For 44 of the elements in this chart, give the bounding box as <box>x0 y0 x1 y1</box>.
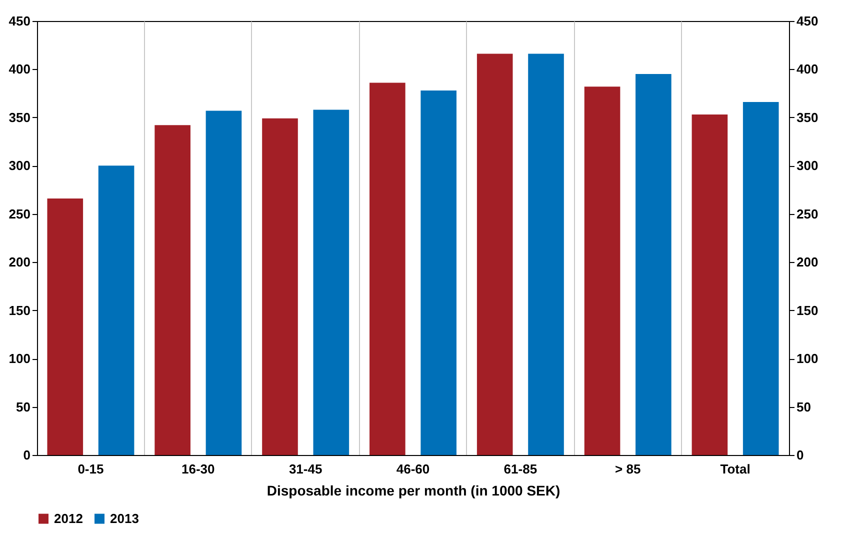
bar <box>47 198 84 455</box>
x-tick-label: 46-60 <box>396 462 430 476</box>
y2-tick-label: 50 <box>796 399 811 414</box>
bar <box>584 86 620 455</box>
bar <box>742 102 779 455</box>
y-tick-label: 300 <box>8 158 30 174</box>
x-tick-label: 61-85 <box>504 462 538 476</box>
y-tick-label: 400 <box>8 62 30 77</box>
bar <box>370 82 406 455</box>
legend-label: 2013 <box>110 510 139 526</box>
y2-tick-label: 350 <box>796 110 818 125</box>
x-axis-title: Disposable income per month (in 1000 SEK) <box>266 482 560 498</box>
y2-tick-label: 200 <box>796 254 818 270</box>
y-tick-label: 150 <box>8 302 30 318</box>
y-tick-label: 350 <box>8 110 30 125</box>
y2-tick-label: 300 <box>796 158 818 174</box>
y2-tick-label: 100 <box>796 351 818 366</box>
bar <box>206 110 242 455</box>
bar <box>313 110 350 455</box>
y-tick-label: 250 <box>8 206 30 222</box>
bar <box>528 54 564 455</box>
bar <box>154 125 190 455</box>
x-tick-label: 0-15 <box>78 462 104 476</box>
legend-label: 2012 <box>54 510 83 526</box>
y-tick-label: 50 <box>16 399 30 414</box>
y2-tick-label: 150 <box>796 302 818 318</box>
bar <box>420 90 456 455</box>
y2-tick-label: 400 <box>796 62 818 77</box>
bar <box>262 118 298 455</box>
bar <box>636 74 672 455</box>
y-tick-label: 0 <box>23 448 30 462</box>
x-tick-label: 16-30 <box>182 462 215 476</box>
y2-tick-label: 450 <box>796 14 818 28</box>
bar <box>98 166 134 455</box>
y-tick-label: 100 <box>8 351 30 366</box>
x-tick-label: Total <box>720 462 750 476</box>
y2-tick-label: 250 <box>796 206 818 222</box>
bar <box>692 114 728 455</box>
bar <box>476 54 513 455</box>
y-tick-label: 450 <box>8 14 30 28</box>
x-tick-label: 31-45 <box>288 462 322 476</box>
y-tick-label: 200 <box>8 254 30 270</box>
x-tick-label: > 85 <box>615 462 641 476</box>
y2-tick-label: 0 <box>796 448 804 462</box>
